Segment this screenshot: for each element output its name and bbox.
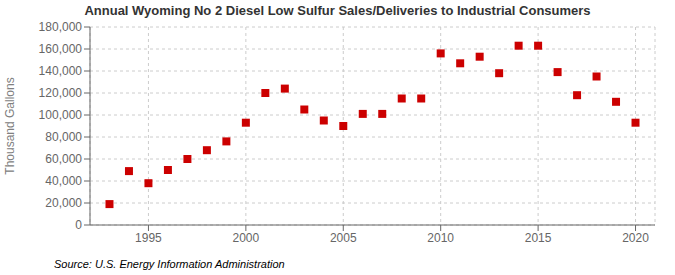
svg-text:0: 0 [75, 218, 82, 232]
svg-text:2020: 2020 [622, 231, 649, 245]
svg-text:120,000: 120,000 [39, 86, 83, 100]
svg-text:2015: 2015 [525, 231, 552, 245]
svg-text:20,000: 20,000 [45, 196, 82, 210]
svg-text:2000: 2000 [233, 231, 260, 245]
svg-text:180,000: 180,000 [39, 22, 83, 34]
svg-text:100,000: 100,000 [39, 108, 83, 122]
svg-text:2010: 2010 [427, 231, 454, 245]
svg-text:40,000: 40,000 [45, 174, 82, 188]
html-text:Annual Wyoming No 2 Diesel Low: Annual Wyoming No 2 Diesel Low Sulfur Sa… [84, 3, 591, 18]
svg-text:1995: 1995 [135, 231, 162, 245]
svg-text:80,000: 80,000 [45, 130, 82, 144]
svg-text:Thousand Gallons: Thousand Gallons [8, 77, 17, 174]
html-text:Source: U.S. Energy Informatio: Source: U.S. Energy Information Administ… [54, 258, 285, 270]
svg-text:160,000: 160,000 [39, 42, 83, 56]
svg-text:2005: 2005 [330, 231, 357, 245]
svg-text:60,000: 60,000 [45, 152, 82, 166]
svg-text:140,000: 140,000 [39, 64, 83, 78]
